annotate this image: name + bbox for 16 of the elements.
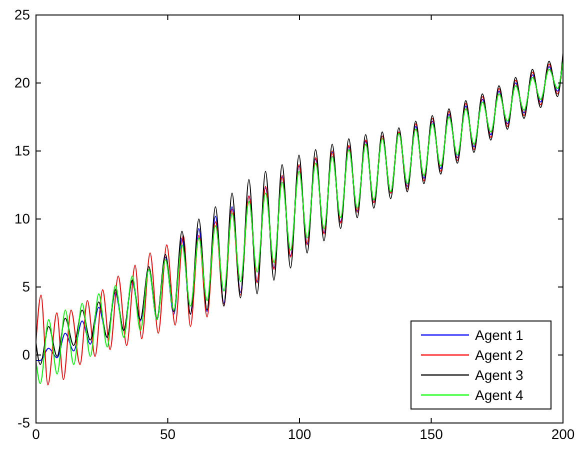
- y-tick-label: 15: [14, 142, 30, 158]
- legend-label: Agent 1: [475, 327, 524, 343]
- x-tick-label: 150: [420, 426, 444, 442]
- x-tick-label: 100: [288, 426, 312, 442]
- y-tick-label: -5: [18, 414, 30, 430]
- y-tick-label: 25: [14, 6, 30, 22]
- y-tick-label: 5: [22, 278, 30, 294]
- legend-label: Agent 2: [475, 347, 524, 363]
- y-tick-label: 10: [14, 210, 30, 226]
- y-tick-label: 20: [14, 74, 30, 90]
- legend-label: Agent 3: [475, 367, 524, 383]
- x-tick-label: 200: [551, 426, 575, 442]
- y-tick-label: 0: [22, 346, 30, 362]
- x-tick-label: 50: [160, 426, 176, 442]
- x-tick-label: 0: [32, 426, 40, 442]
- legend-label: Agent 4: [475, 387, 524, 403]
